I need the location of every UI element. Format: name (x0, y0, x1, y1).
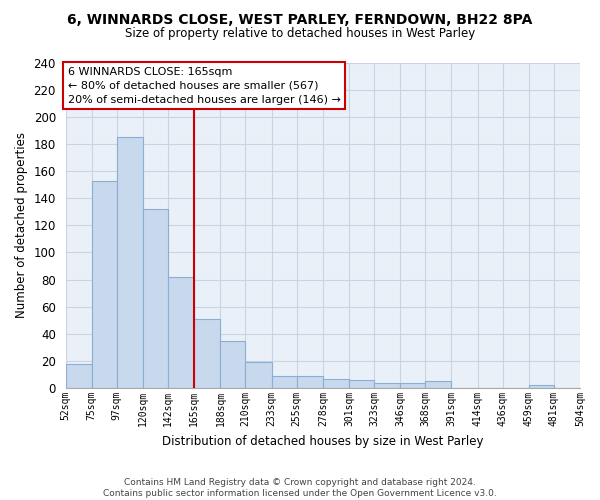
Text: 6, WINNARDS CLOSE, WEST PARLEY, FERNDOWN, BH22 8PA: 6, WINNARDS CLOSE, WEST PARLEY, FERNDOWN… (67, 12, 533, 26)
Bar (117, 137, 143, 388)
Text: Contains HM Land Registry data © Crown copyright and database right 2024.
Contai: Contains HM Land Registry data © Crown c… (103, 478, 497, 498)
Y-axis label: Number of detached properties: Number of detached properties (15, 132, 28, 318)
Bar (349, 380, 374, 388)
Text: Size of property relative to detached houses in West Parley: Size of property relative to detached ho… (125, 28, 475, 40)
Bar (272, 376, 296, 388)
Bar (92, 180, 117, 388)
Bar (323, 378, 349, 388)
Bar (143, 209, 168, 388)
Bar (65, 364, 92, 388)
Bar (194, 319, 220, 388)
Bar (529, 386, 554, 388)
Bar (168, 277, 194, 388)
Bar (220, 340, 245, 388)
Text: 6 WINNARDS CLOSE: 165sqm
← 80% of detached houses are smaller (567)
20% of semi-: 6 WINNARDS CLOSE: 165sqm ← 80% of detach… (68, 66, 341, 104)
Bar (296, 376, 323, 388)
Bar (425, 382, 451, 388)
X-axis label: Distribution of detached houses by size in West Parley: Distribution of detached houses by size … (162, 434, 484, 448)
Bar (400, 382, 425, 388)
Bar (245, 362, 272, 388)
Bar (374, 382, 400, 388)
